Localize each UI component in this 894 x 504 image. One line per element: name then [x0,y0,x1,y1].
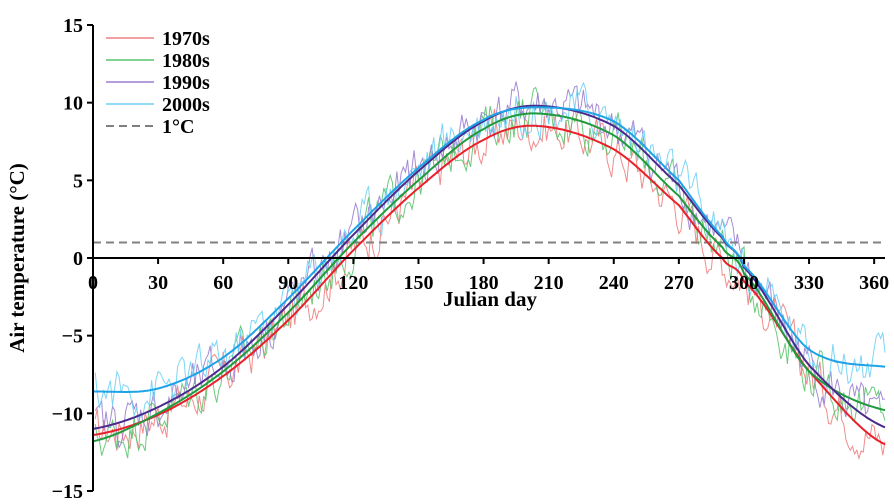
x-axis-title: Julian day [443,287,537,311]
legend-label: 1980s [162,50,210,72]
x-tick-label: 240 [599,272,629,294]
x-tick-label: 90 [278,272,298,294]
y-tick-label: −15 [52,481,83,503]
fit-series-1990s [92,104,886,430]
y-tick-label: 5 [73,170,83,192]
axes: 15 10 5 0 −5 −10 −15 0 30 60 90 120 150 180 210 240 270 3… [52,15,890,503]
fitted-curves-layer [92,104,886,446]
legend-label: 2000s [162,94,210,116]
y-tick-label: −5 [62,326,83,348]
y-tick-label: 0 [73,248,83,270]
x-tick-label: 330 [794,272,824,294]
raw-series-1980s [94,86,886,459]
raw-series-2000s [94,81,886,418]
x-tick-label: 210 [534,272,564,294]
x-tick-label: 300 [729,272,759,294]
fit-series-2000s [92,106,886,393]
legend-label: 1°C [162,116,194,138]
y-tick-label: 10 [63,93,83,115]
x-tick-label: 30 [148,272,168,294]
y-axis-title: Air temperature (°C) [5,163,29,353]
x-tick-label: 180 [469,272,499,294]
x-tick-label: 360 [859,272,889,294]
raw-data-layer [94,81,886,461]
y-tick-label: −10 [52,403,83,425]
legend-label: 1990s [162,72,210,94]
x-tick-label: 120 [338,272,368,294]
x-tick-label: 60 [213,272,233,294]
y-tick-label: 15 [63,15,83,37]
x-tick-label: 0 [88,272,98,294]
x-tick-label: 270 [664,272,694,294]
fit-series-1980s [92,112,886,443]
x-tick-label: 150 [403,272,433,294]
legend-label: 1970s [162,28,210,50]
fit-series-1970s [92,124,886,446]
